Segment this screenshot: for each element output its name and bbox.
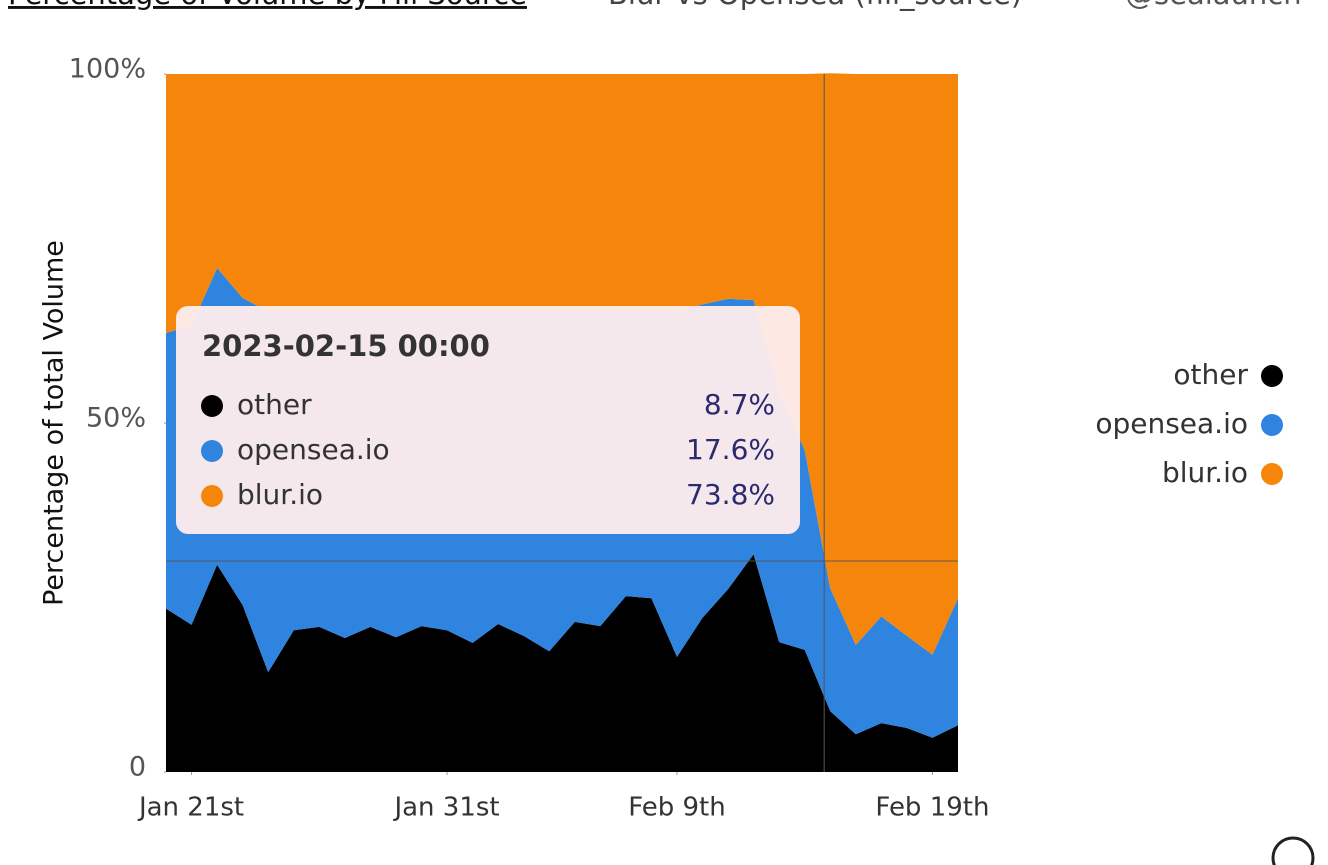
check-icon[interactable] [1271, 836, 1315, 865]
y-tick-label: 0 [129, 752, 146, 783]
tooltip-value: 73.8% [686, 478, 775, 511]
chart-subtitle: Blur vs Opensea (fill_source) [608, 0, 1022, 11]
tooltip-name: opensea.io [237, 433, 390, 466]
y-tick-label: 50% [86, 403, 146, 434]
legend-swatch [1261, 414, 1283, 436]
y-axis-label: Percentage of total Volume [39, 240, 70, 606]
legend-swatch [1261, 463, 1283, 485]
legend-label: blur.io [1162, 456, 1248, 489]
tooltip-name: other [237, 388, 312, 421]
tooltip-swatch [201, 395, 223, 417]
legend-swatch [1261, 365, 1283, 387]
area-2 [166, 73, 958, 655]
tooltip-value: 17.6% [686, 433, 775, 466]
x-tick-label: Feb 19th [875, 793, 989, 823]
x-tick-label: Jan 31st [392, 793, 499, 823]
chart-title[interactable]: Percentage of Volume by Fill Source [8, 0, 527, 11]
tooltip-box [176, 306, 800, 534]
y-tick-label: 100% [69, 54, 146, 85]
legend-label: opensea.io [1095, 407, 1248, 440]
tooltip-name: blur.io [237, 478, 323, 511]
x-tick-label: Feb 9th [628, 793, 726, 823]
area-0 [166, 554, 958, 772]
tooltip-swatch [201, 485, 223, 507]
overlay: 0 50% 100% Jan 21st Jan 31st Feb 9th Feb 19th 2… [69, 54, 1283, 823]
x-tick-label: Jan 21st [137, 793, 244, 823]
chart-author[interactable]: @sealaunch [1125, 0, 1302, 11]
legend-label: other [1173, 358, 1248, 391]
tooltip-swatch [201, 440, 223, 462]
tooltip-title: 2023-02-15 00:00 [202, 329, 490, 363]
tooltip-value: 8.7% [704, 388, 775, 421]
